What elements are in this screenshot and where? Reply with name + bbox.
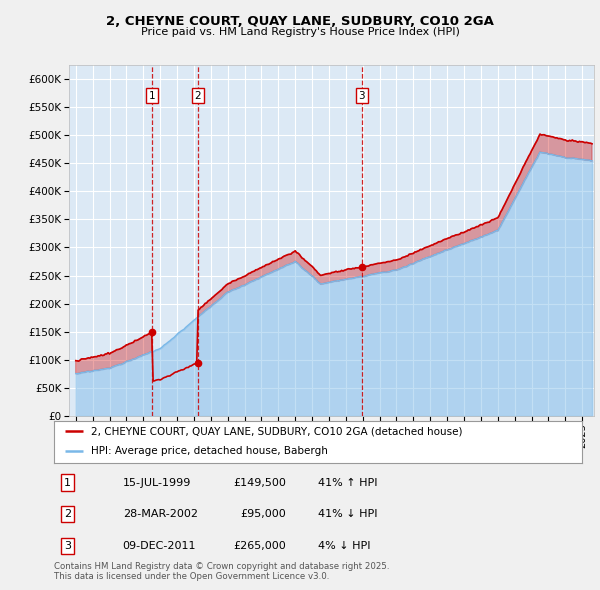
Text: 3: 3 [64, 540, 71, 550]
Text: 09-DEC-2011: 09-DEC-2011 [122, 540, 196, 550]
Text: HPI: Average price, detached house, Babergh: HPI: Average price, detached house, Babe… [91, 446, 328, 456]
Text: Price paid vs. HM Land Registry's House Price Index (HPI): Price paid vs. HM Land Registry's House … [140, 27, 460, 37]
Text: 2, CHEYNE COURT, QUAY LANE, SUDBURY, CO10 2GA: 2, CHEYNE COURT, QUAY LANE, SUDBURY, CO1… [106, 15, 494, 28]
Text: 2, CHEYNE COURT, QUAY LANE, SUDBURY, CO10 2GA (detached house): 2, CHEYNE COURT, QUAY LANE, SUDBURY, CO1… [91, 427, 463, 436]
Text: £149,500: £149,500 [233, 477, 286, 487]
Text: 1: 1 [149, 91, 156, 101]
Text: Contains HM Land Registry data © Crown copyright and database right 2025.
This d: Contains HM Land Registry data © Crown c… [54, 562, 389, 581]
Text: 2: 2 [64, 509, 71, 519]
Text: 41% ↓ HPI: 41% ↓ HPI [318, 509, 377, 519]
Text: £95,000: £95,000 [241, 509, 286, 519]
Text: 4% ↓ HPI: 4% ↓ HPI [318, 540, 371, 550]
Text: 3: 3 [358, 91, 365, 101]
Text: 2: 2 [194, 91, 201, 101]
Text: 28-MAR-2002: 28-MAR-2002 [122, 509, 197, 519]
Text: 1: 1 [64, 477, 71, 487]
Text: £265,000: £265,000 [233, 540, 286, 550]
Text: 41% ↑ HPI: 41% ↑ HPI [318, 477, 377, 487]
Text: 15-JUL-1999: 15-JUL-1999 [122, 477, 191, 487]
